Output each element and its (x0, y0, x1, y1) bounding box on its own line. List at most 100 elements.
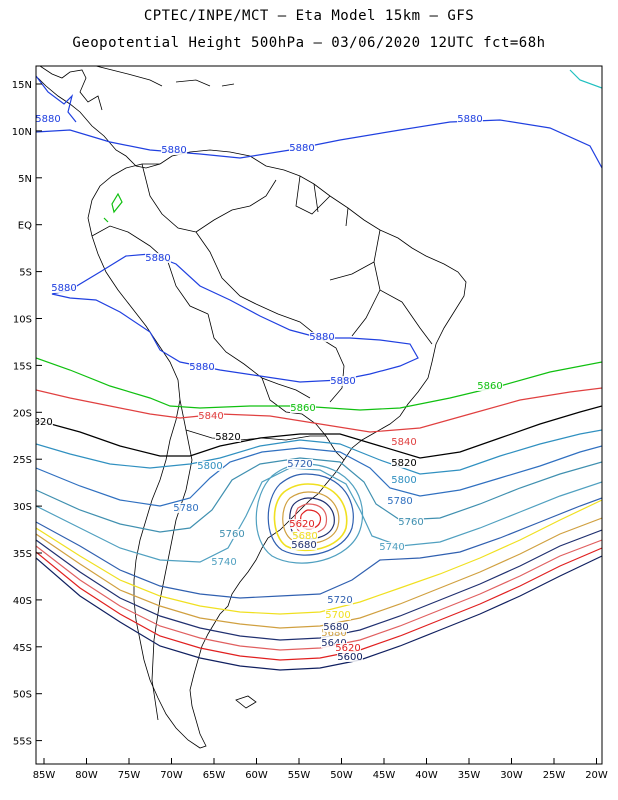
contour-label-bg (145, 253, 171, 263)
lon-label: 50W (330, 770, 353, 781)
lon-label: 30W (500, 770, 523, 781)
contour-label: 5780 (387, 496, 412, 507)
contour-5800 (36, 429, 602, 475)
contour-label-bg (292, 531, 318, 541)
lat-label: 55S (13, 737, 32, 748)
lon-label: 25W (543, 770, 566, 781)
contour-label: 5680 (292, 531, 317, 542)
contour-label: 5880 (289, 143, 314, 154)
lon-label: 85W (33, 770, 56, 781)
border-guianas (295, 175, 349, 227)
contour-label: 5700 (325, 610, 350, 621)
contour-5820 (36, 405, 602, 459)
puerto-rico-coast (221, 83, 235, 87)
lat-label: 45S (13, 643, 32, 654)
contour-label-bg (198, 411, 224, 421)
lon-label: 45W (373, 770, 396, 781)
contour-label: 5880 (309, 332, 334, 343)
contour-label-bg (321, 628, 347, 638)
contour-label: 5640 (321, 638, 346, 649)
latitude-labels: 15N 10N 5N EQ 5S 10S 15S 20S 25S 30S 35S 40S 45S 50S 5… (12, 80, 42, 748)
contour-label: 5820 (391, 458, 416, 469)
contour-label: 5680 (321, 628, 346, 639)
contour-label-bg (379, 542, 405, 552)
lat-label: EQ (18, 221, 32, 232)
contour-label: 5880 (457, 114, 482, 125)
contour-label-bg (51, 283, 77, 293)
contour-label-bg (330, 376, 356, 386)
caribbean-cyan-contour (569, 69, 602, 89)
contour-5880-caribbean (36, 75, 77, 123)
lat-label: 5N (18, 174, 32, 185)
border-brazil-states (329, 229, 433, 345)
contour-label-bg (36, 114, 61, 124)
contour-label-bg (309, 332, 335, 342)
contour-label-bg (327, 595, 353, 605)
contour-5740 (36, 467, 602, 563)
contour-label: 5740 (211, 557, 236, 568)
contour-label-bg (189, 362, 215, 372)
contour-label: 5880 (35, 114, 60, 125)
small-5860-feature (111, 192, 123, 214)
contour-label: 5600 (337, 652, 362, 663)
contour-label-bg (36, 417, 53, 427)
contour-label-bg (289, 519, 315, 529)
contour-label-bg (197, 461, 223, 471)
hispaniola-coast (175, 79, 211, 87)
contour-label: 5740 (379, 542, 404, 553)
contour-label: 5820 (215, 432, 240, 443)
contour-label-bg (289, 143, 315, 153)
contour-label-bg (391, 475, 417, 485)
border-bolivia (207, 313, 311, 399)
contour-5680 (36, 517, 602, 629)
contour-label: 5880 (51, 283, 76, 294)
contour-label-bg (173, 503, 199, 513)
contour-label: 5860 (477, 381, 502, 392)
lat-label: 15S (13, 361, 32, 372)
contour-5700 (36, 499, 602, 615)
contour-label-bg (219, 529, 245, 539)
border-argentina-chile (151, 399, 193, 721)
lon-label: 55W (288, 770, 311, 781)
cuba-coast (95, 66, 163, 87)
lat-label: 5S (19, 268, 32, 279)
contour-5880-north (36, 119, 602, 169)
contour-label-bg (387, 496, 413, 506)
contour-label-bg (398, 517, 424, 527)
contour-5620 (36, 547, 602, 661)
lon-label: 75W (118, 770, 141, 781)
contour-label-bg (337, 652, 363, 662)
lon-label: 70W (160, 770, 183, 781)
map-title: CPTEC/INPE/MCT – Eta Model 15km – GFS (143, 8, 475, 24)
contour-label: 5620 (289, 519, 314, 530)
contours (36, 69, 602, 671)
contour-label: 5880 (189, 362, 214, 373)
lat-label: 15N (12, 80, 32, 91)
contour-5720 (36, 497, 602, 599)
contour-label: 5860 (290, 403, 315, 414)
contour-5780 (36, 445, 602, 507)
falklands-coast (235, 695, 257, 709)
contour-5600 (36, 555, 602, 671)
contour-label-bg (391, 437, 417, 447)
contour-5660 (36, 529, 602, 641)
contour-label-bg (211, 557, 237, 567)
lat-label: 10S (13, 315, 32, 326)
contour-label: 5840 (391, 437, 416, 448)
yucatan-coast (39, 66, 103, 111)
lat-label: 25S (13, 455, 32, 466)
south-america-coast (87, 149, 467, 749)
lat-label: 40S (13, 596, 32, 607)
lon-label: 35W (458, 770, 481, 781)
contour-label: 5720 (287, 459, 312, 470)
coastlines (37, 66, 467, 749)
contour-label-bg (335, 643, 361, 653)
border-uruguay (325, 435, 345, 461)
longitude-labels: 85W 80W 75W 70W 65W 60W 55W 50W 45W 40W 35W 30W 25W 2… (33, 758, 608, 781)
contour-5640 (36, 539, 602, 651)
border-brazil-west (195, 231, 345, 403)
lon-label: 80W (75, 770, 98, 781)
contour-label-bg (161, 145, 187, 155)
lat-label: 20S (13, 408, 32, 419)
contour-label: 5880 (330, 376, 355, 387)
